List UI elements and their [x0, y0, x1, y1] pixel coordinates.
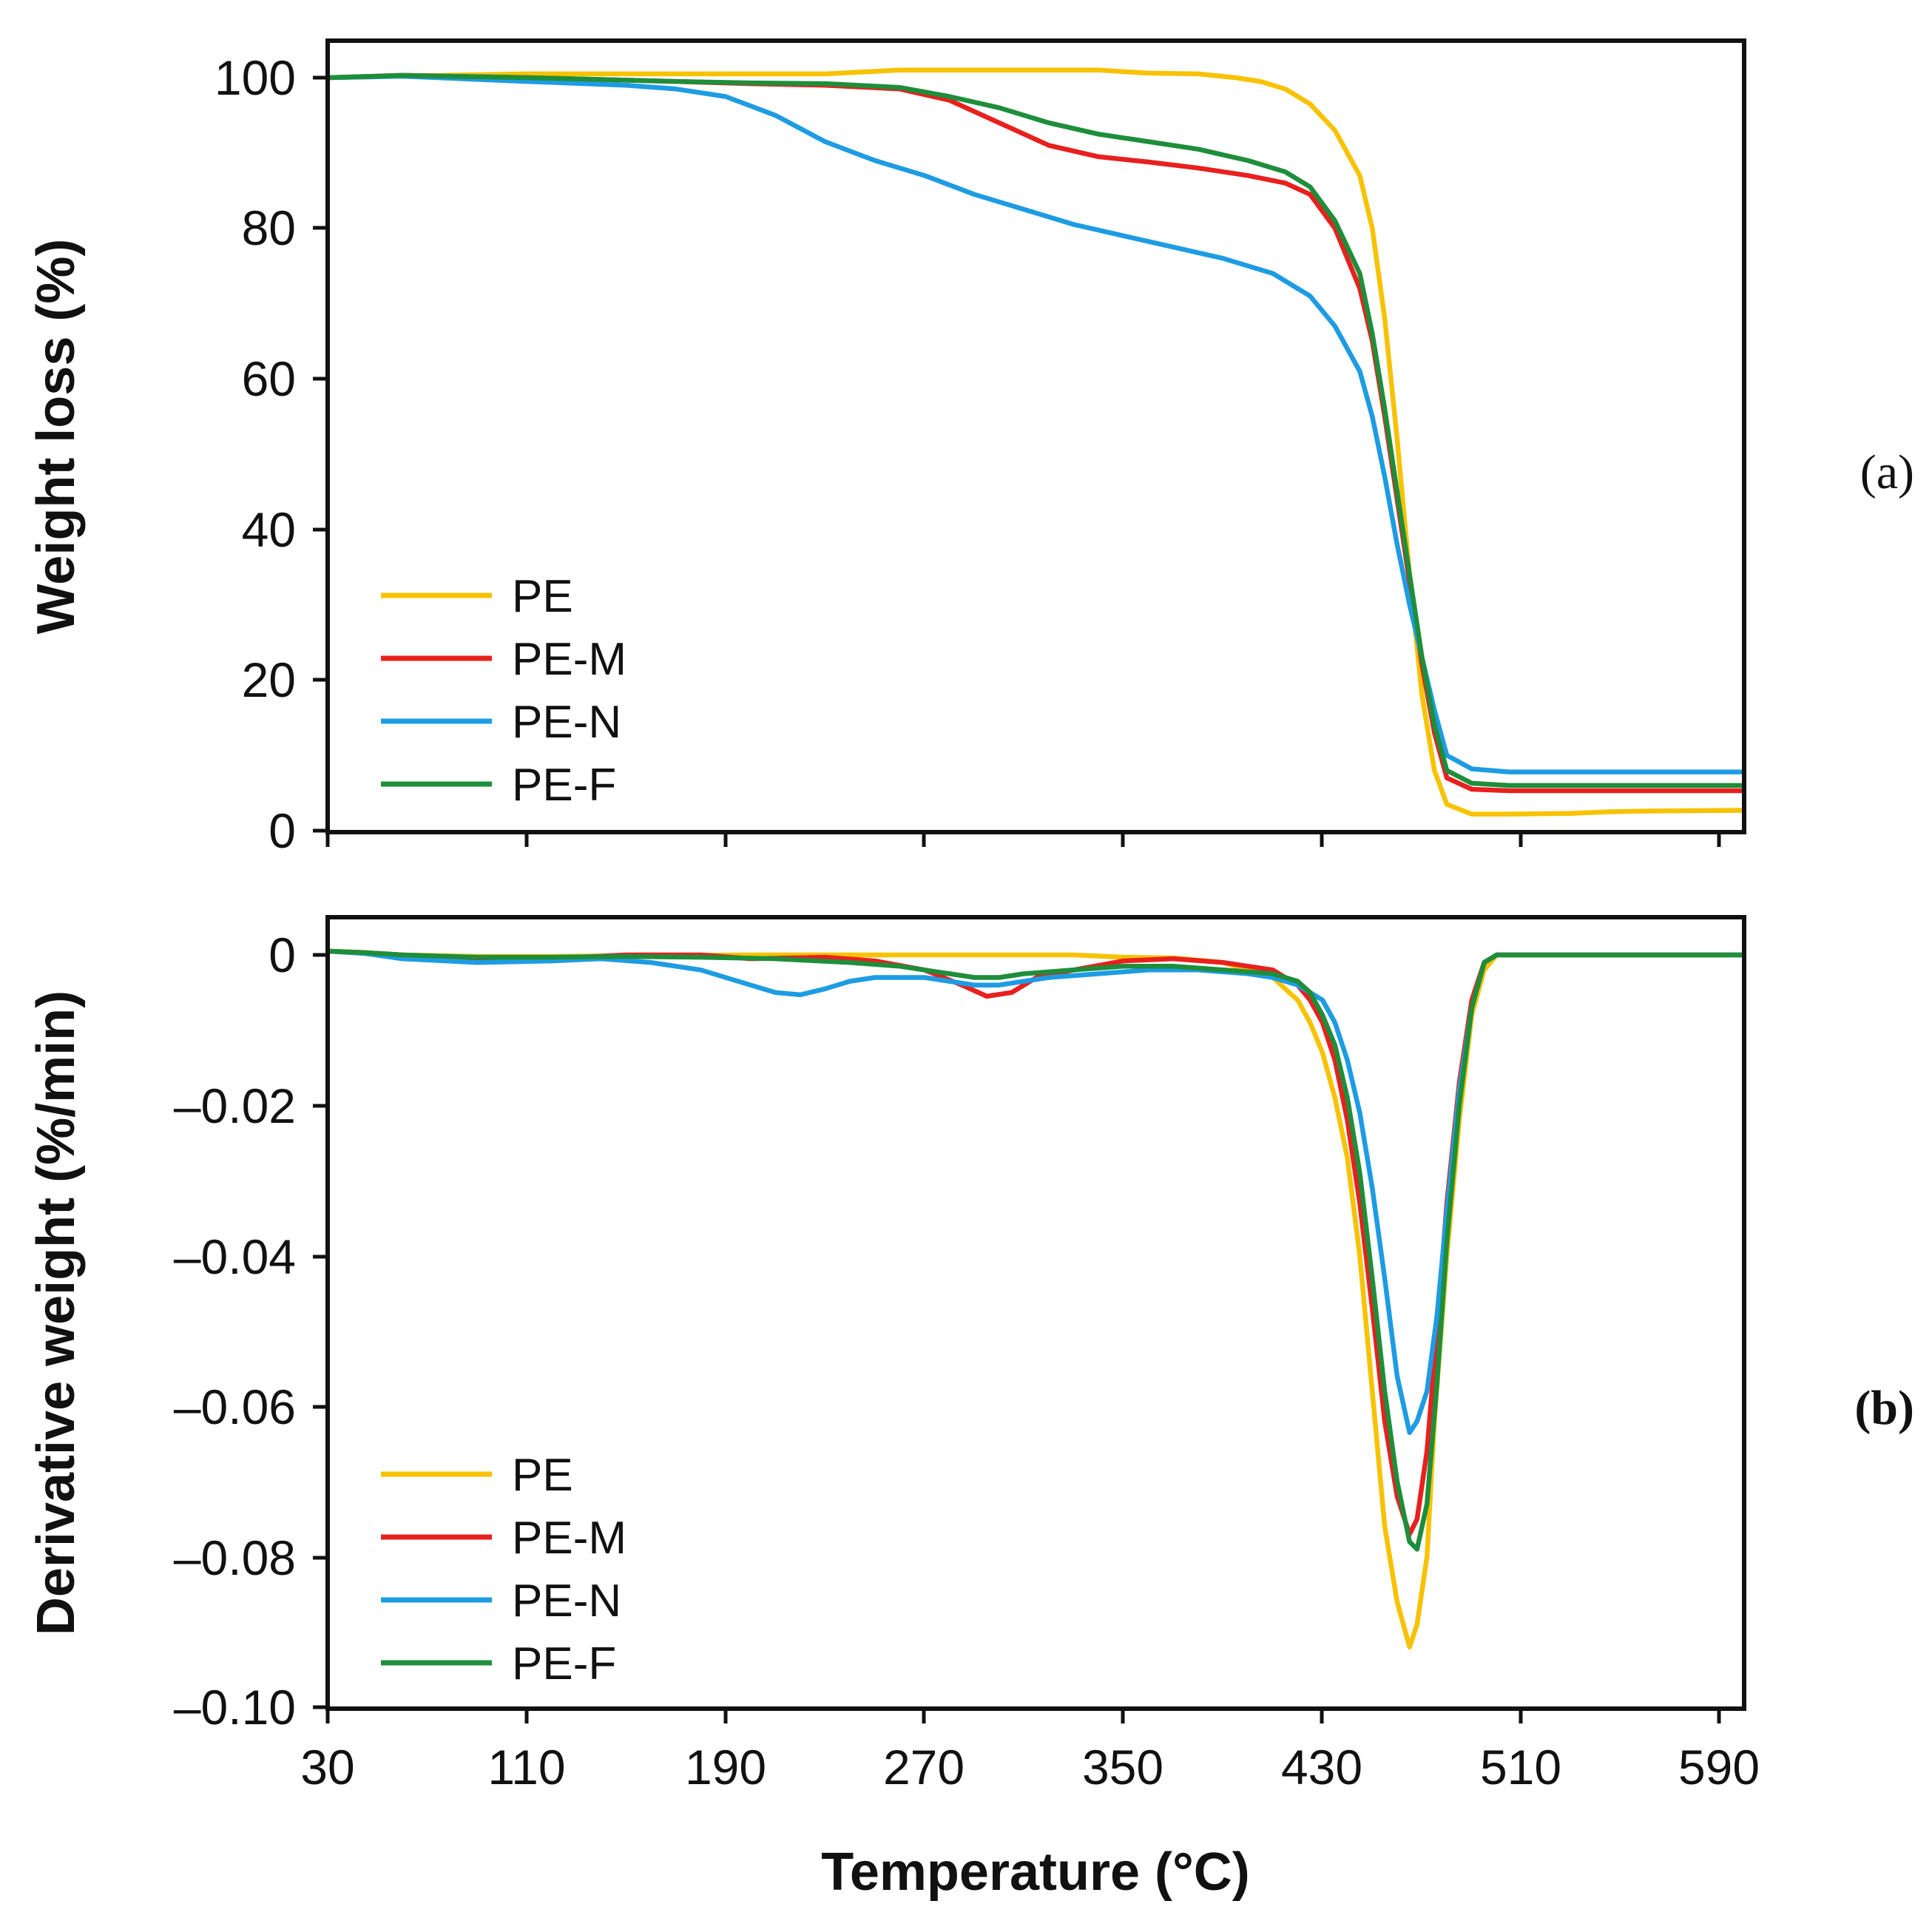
panel-b-y-tick-label: 0 — [268, 928, 296, 982]
series-line-pe-f — [328, 948, 1744, 1552]
panel-b-x-axis: 30 110 190 270 350 430 510 590 — [300, 1709, 1760, 1794]
panel-a-frame — [325, 38, 1746, 834]
panel-b-x-tick-label: 270 — [883, 1740, 965, 1794]
panel-a-y-tick-label: 0 — [268, 803, 296, 858]
panel-a-series — [328, 67, 1744, 817]
legend-label-pe-m: PE-M — [512, 1513, 626, 1564]
series-line-pe-f — [328, 72, 1744, 789]
panel-b-series — [328, 948, 1744, 1649]
panel-a-x-axis — [325, 832, 1721, 847]
panel-b-x-tick-label: 430 — [1281, 1740, 1362, 1794]
panel-a-y-tick-label: 80 — [242, 200, 296, 255]
panel-b-x-tick-label: 30 — [300, 1740, 354, 1794]
panel-b-y-tick-label: –0.08 — [174, 1530, 296, 1585]
legend-label-pe: PE — [512, 571, 573, 622]
panel-b-y-tick-label: –0.04 — [174, 1229, 296, 1284]
panel-b-x-tick-label: 190 — [685, 1740, 766, 1794]
panel-a-y-tick-label: 100 — [215, 50, 296, 105]
legend-label-pe-m: PE-M — [512, 634, 626, 685]
legend-label-pe: PE — [512, 1450, 573, 1501]
panel-b-label-close: ) — [1898, 1381, 1914, 1435]
series-line-pe-n — [328, 948, 1744, 1436]
panel-b-x-tick-label: 590 — [1678, 1740, 1760, 1794]
panel-b-y-tick-label: –0.02 — [174, 1078, 296, 1133]
series-line-pe-n — [328, 73, 1744, 774]
panel-a-y-axis: 0 20 40 60 80 100 — [215, 50, 328, 858]
panel-a: 0 20 40 60 80 100 PE PE-M PE-N — [27, 38, 1914, 858]
panel-b-frame — [325, 915, 1746, 1711]
panel-b-y-axis-title: Derivative weight (%/min) — [27, 990, 86, 1635]
panel-b-label-open: ( — [1854, 1381, 1871, 1435]
panel-a-label-letter: a — [1877, 445, 1898, 499]
panel-a-legend: PE PE-M PE-N PE-F — [381, 571, 626, 811]
panel-a-y-axis-title: Weight loss (%) — [27, 239, 86, 635]
series-line-pe — [328, 67, 1744, 817]
panel-b-y-tick-label: –0.10 — [174, 1680, 296, 1735]
panel-b-y-axis: 0 –0.02 –0.04 –0.06 –0.08 –0.10 — [174, 928, 328, 1735]
panel-b-label-letter: b — [1871, 1381, 1898, 1435]
panel-b: 0 –0.02 –0.04 –0.06 –0.08 –0.10 30 110 1… — [27, 915, 1914, 1902]
legend-label-pe-n: PE-N — [512, 1576, 621, 1627]
series-line-pe-m — [328, 948, 1744, 1537]
x-axis-title: Temperature (°C) — [821, 1843, 1250, 1902]
panel-a-label: (a) — [1860, 445, 1914, 499]
panel-a-label-open: ( — [1860, 445, 1877, 499]
legend-label-pe-n: PE-N — [512, 697, 621, 748]
panel-b-x-tick-label: 350 — [1082, 1740, 1163, 1794]
legend-label-pe-f: PE-F — [512, 760, 616, 811]
panel-a-y-tick-label: 40 — [242, 502, 296, 557]
panel-b-x-tick-label: 510 — [1480, 1740, 1561, 1794]
panel-a-label-close: ) — [1898, 445, 1914, 499]
panel-a-y-tick-label: 60 — [242, 351, 296, 406]
panel-b-y-tick-label: –0.06 — [174, 1380, 296, 1434]
panel-b-x-tick-label: 110 — [487, 1740, 565, 1794]
panel-b-label: (b) — [1854, 1381, 1914, 1435]
panel-b-legend: PE PE-M PE-N PE-F — [381, 1450, 626, 1689]
legend-label-pe-f: PE-F — [512, 1638, 616, 1689]
panel-a-y-tick-label: 20 — [242, 652, 296, 707]
